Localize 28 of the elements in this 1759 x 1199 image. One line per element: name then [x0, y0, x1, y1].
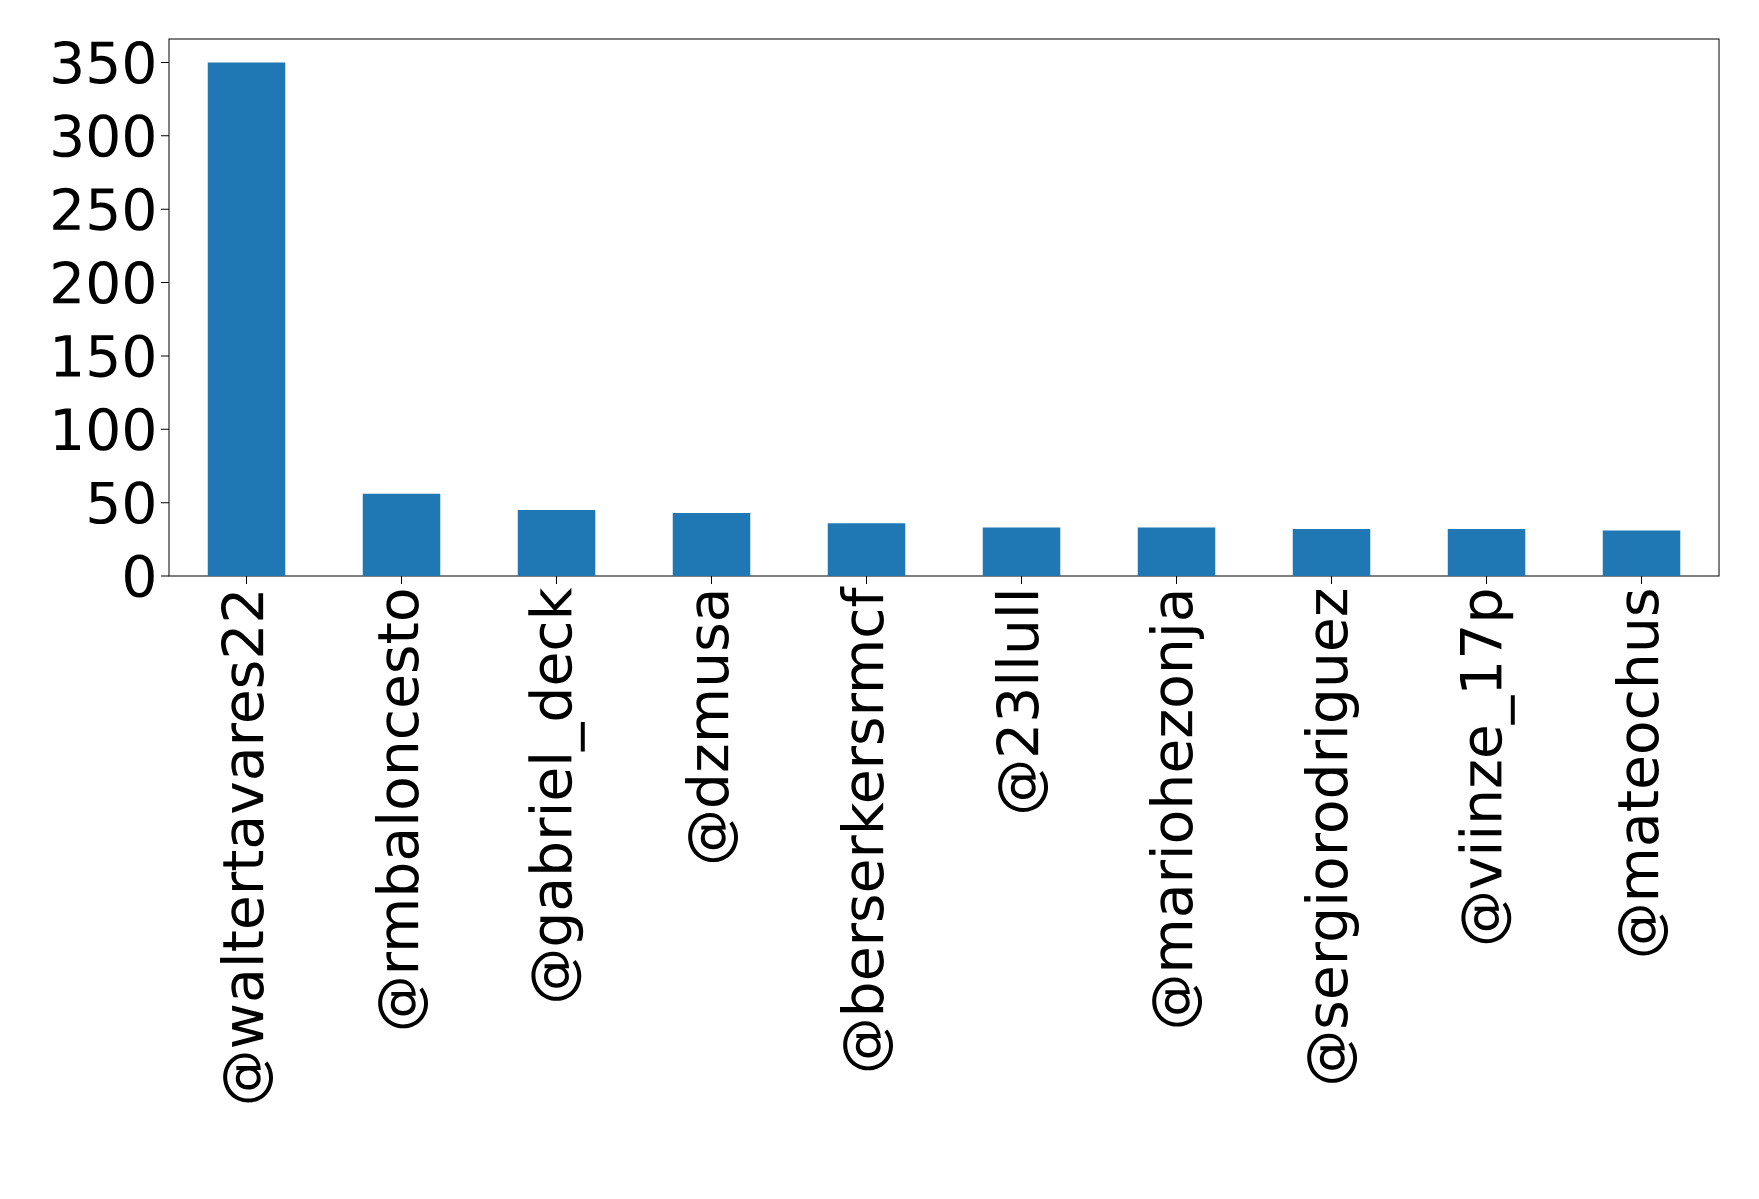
y-tick-label: 0 — [125, 554, 154, 598]
bar — [1292, 529, 1371, 576]
y-tick-label: 350 — [53, 40, 154, 84]
x-tick-label: @dzmusa — [685, 592, 739, 863]
bar — [517, 509, 596, 576]
bar — [982, 527, 1061, 576]
x-tick-label: @gabriel_deck — [528, 587, 585, 1001]
y-tick-label: 100 — [55, 407, 154, 451]
y-tick-label: 50 — [89, 481, 154, 525]
bar — [827, 523, 906, 576]
x-tick-label: @viinze_17p — [1458, 590, 1515, 944]
x-tick-label: @rmbaloncesto — [375, 590, 429, 1029]
x-tick-label: @berserkersrmcf — [840, 586, 894, 1071]
bar — [1602, 530, 1681, 576]
bar — [1137, 527, 1216, 576]
x-tick-label: @sergiorodriguez — [1304, 589, 1359, 1083]
x-tick-label: @mateochus — [1615, 590, 1669, 956]
x-tick-label: @waltertavares22 — [220, 593, 274, 1103]
x-tick-label: @23llull — [995, 592, 1049, 812]
bar — [362, 493, 441, 576]
y-tick-label: 150 — [55, 334, 154, 378]
x-tick-label: @mariohezonja — [1149, 592, 1204, 1027]
y-tick-label: 250 — [53, 187, 154, 231]
y-tick-label: 200 — [53, 261, 154, 305]
bar — [1447, 529, 1526, 576]
bar — [672, 512, 751, 576]
bar — [207, 62, 286, 576]
y-tick-label: 300 — [53, 114, 154, 158]
